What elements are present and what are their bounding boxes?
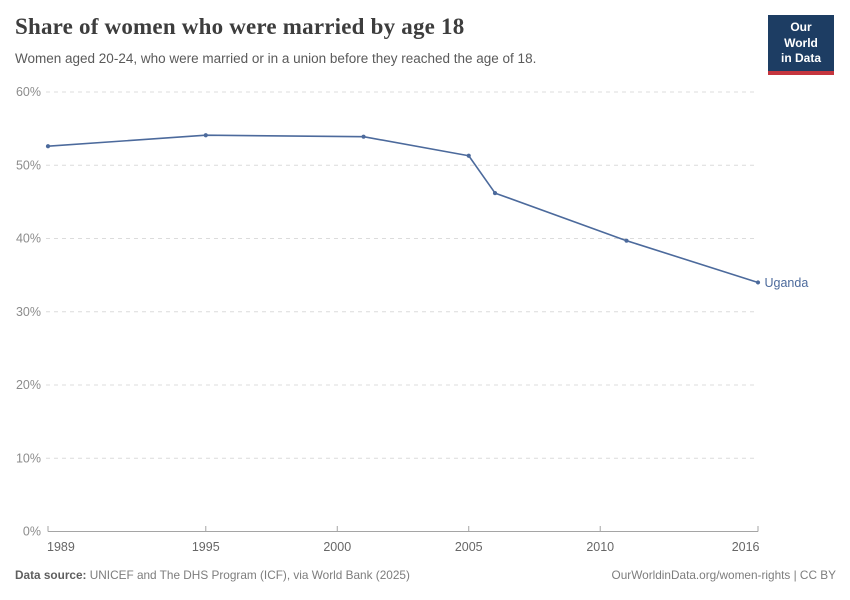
data-point[interactable]: [624, 238, 629, 243]
data-point[interactable]: [466, 153, 471, 158]
y-tick-label: 10%: [16, 451, 41, 465]
data-source-label: Data source:: [15, 568, 87, 582]
x-tick-label: 2005: [455, 540, 483, 554]
owid-link[interactable]: OurWorldinData.org/women-rights | CC BY: [611, 568, 836, 582]
chart-subtitle: Women aged 20-24, who were married or in…: [15, 51, 537, 66]
axes: [47, 526, 759, 532]
data-source: Data source: UNICEF and The DHS Program …: [15, 568, 410, 582]
x-tick-label: 2000: [323, 540, 351, 554]
owid-logo-line1: Our World: [784, 20, 818, 50]
page-title: Share of women who were married by age 1…: [15, 14, 465, 39]
data-point[interactable]: [492, 190, 498, 196]
series-line[interactable]: [47, 134, 759, 284]
chart-footer: Data source: UNICEF and The DHS Program …: [15, 568, 836, 582]
chart-labels: 0% 10% 20% 30% 40% 50% 60% 1989 1995 2000 2005 2010…: [16, 85, 808, 554]
y-tick-label: 60%: [16, 85, 41, 99]
y-tick-label: 0%: [23, 525, 41, 539]
data-point[interactable]: [203, 133, 208, 138]
data-point[interactable]: [755, 280, 761, 285]
data-point[interactable]: [45, 144, 51, 149]
owid-logo-line2: in Data: [780, 51, 821, 66]
series-end-label[interactable]: Uganda: [765, 276, 809, 290]
y-tick-label: 30%: [16, 305, 41, 319]
data-series[interactable]: [45, 133, 761, 285]
owid-logo[interactable]: Our World in Data: [768, 15, 834, 75]
x-tick-label: 1989: [47, 540, 75, 554]
x-tick-label: 1995: [192, 540, 220, 554]
x-tick-label: 2016: [732, 540, 760, 554]
x-tick-label: 2010: [586, 540, 614, 554]
data-source-text: UNICEF and The DHS Program (ICF), via Wo…: [89, 568, 410, 582]
y-tick-label: 20%: [16, 378, 41, 392]
data-point[interactable]: [361, 134, 366, 139]
gridlines: [46, 91, 756, 459]
y-tick-label: 50%: [16, 158, 41, 172]
y-tick-label: 40%: [16, 232, 41, 246]
